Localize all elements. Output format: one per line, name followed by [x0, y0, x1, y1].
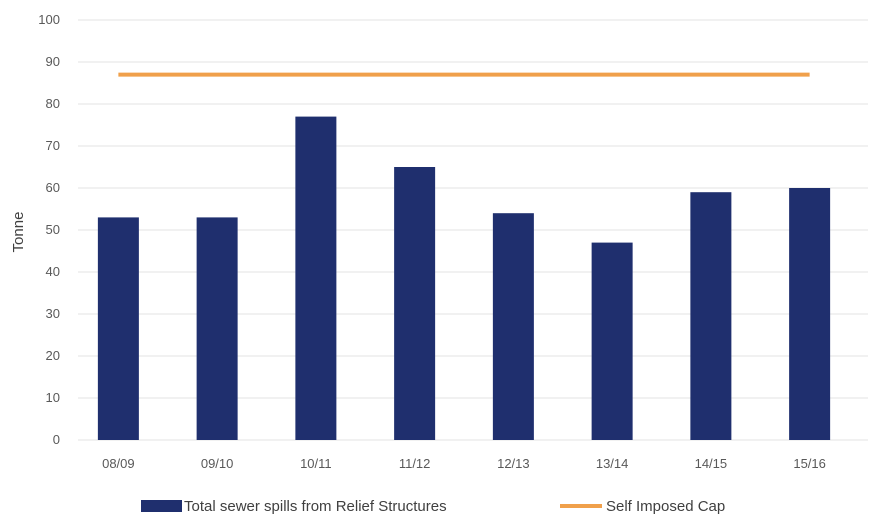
gridlines	[78, 20, 868, 440]
bar-series	[98, 117, 830, 440]
legend-swatch-cap	[560, 504, 602, 508]
x-axis-ticks: 08/09 09/10 10/11 11/12 12/13 13/14 14/15 15/16	[102, 456, 826, 471]
x-tick-label: 10/11	[300, 456, 332, 471]
legend-label-cap: Self Imposed Cap	[606, 498, 725, 515]
y-tick-label: 10	[46, 390, 60, 405]
y-tick-label: 40	[46, 264, 60, 279]
y-tick-label: 90	[46, 54, 60, 69]
x-tick-label: 14/15	[695, 456, 728, 471]
y-tick-label: 50	[46, 222, 60, 237]
y-tick-label: 0	[53, 432, 60, 447]
x-tick-label: 09/10	[201, 456, 234, 471]
x-tick-label: 12/13	[497, 456, 530, 471]
bar	[394, 167, 435, 440]
legend-swatch-spills	[141, 500, 182, 512]
y-tick-label: 80	[46, 96, 60, 111]
x-tick-label: 08/09	[102, 456, 135, 471]
y-tick-label: 20	[46, 348, 60, 363]
bar	[295, 117, 336, 440]
bar	[197, 217, 238, 440]
y-tick-label: 100	[38, 12, 60, 27]
x-tick-label: 13/14	[596, 456, 629, 471]
bar	[98, 217, 139, 440]
x-tick-label: 11/12	[399, 456, 431, 471]
bar	[789, 188, 830, 440]
bar	[493, 213, 534, 440]
legend-label-spills: Total sewer spills from Relief Structure…	[184, 498, 447, 515]
x-tick-label: 15/16	[793, 456, 826, 471]
y-axis-ticks: 0 10 20 30 40 50 60 70 80 90 100	[38, 12, 60, 447]
y-axis-title: Tonne	[10, 212, 27, 253]
y-tick-label: 30	[46, 306, 60, 321]
bar	[592, 243, 633, 440]
y-tick-label: 60	[46, 180, 60, 195]
y-tick-label: 70	[46, 138, 60, 153]
legend: Total sewer spills from Relief Structure…	[141, 498, 725, 515]
bar	[690, 192, 731, 440]
